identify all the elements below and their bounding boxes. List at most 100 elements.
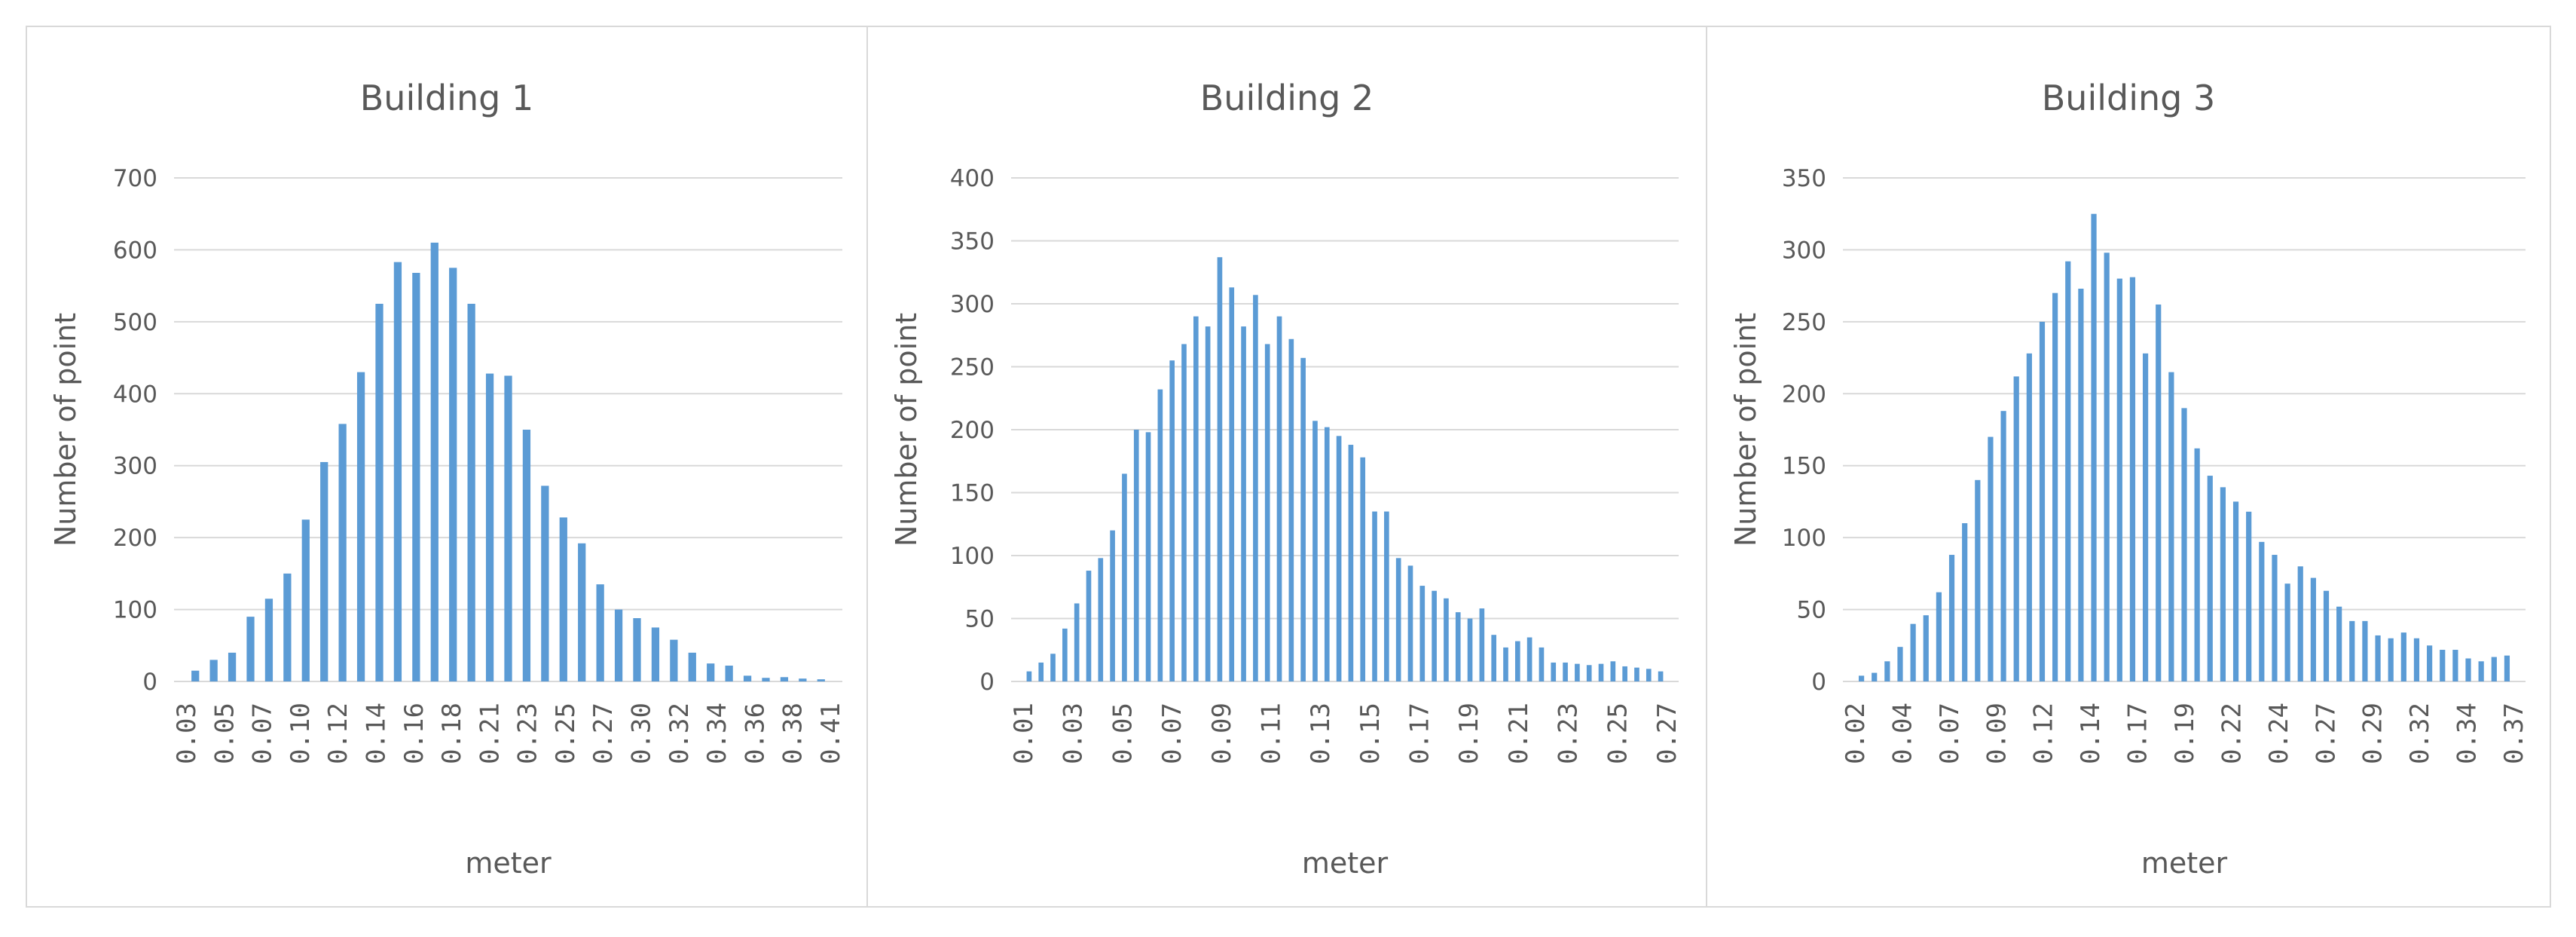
- bar: [2323, 590, 2330, 681]
- bar: [338, 424, 347, 681]
- bar: [2336, 606, 2342, 681]
- bar: [1526, 637, 1532, 681]
- y-tick-label: 50: [1797, 597, 1826, 624]
- bar: [2246, 511, 2252, 681]
- chart-title: Building 2: [1200, 78, 1374, 118]
- bar: [320, 461, 328, 681]
- bar: [485, 373, 494, 681]
- y-tick-label: 100: [950, 543, 995, 570]
- bar: [2091, 213, 2097, 681]
- x-tick-label: 0.02: [1841, 703, 1871, 764]
- bar: [467, 304, 475, 681]
- bar: [596, 584, 604, 681]
- y-tick-label: 0: [979, 669, 995, 696]
- bar: [2427, 645, 2433, 681]
- x-tick-label: 0.21: [475, 703, 505, 764]
- bar: [670, 639, 678, 681]
- y-tick-label: 300: [950, 291, 995, 318]
- bar: [1348, 445, 1354, 681]
- bar: [191, 670, 200, 681]
- bar: [1658, 671, 1664, 681]
- bar: [1910, 623, 1916, 681]
- bar: [743, 675, 752, 681]
- x-tick-label: 0.25: [551, 703, 581, 764]
- bar: [2194, 448, 2200, 681]
- bar: [1300, 357, 1306, 681]
- x-tick-label: 0.07: [1935, 703, 1965, 764]
- bar: [393, 262, 402, 681]
- chart-panel-building-2: Building 2 0 50 100 150 200 250 300 350 400 Number…: [866, 26, 1707, 908]
- x-tick-label: 0.19: [2170, 703, 2200, 764]
- x-tick-label: 0.07: [248, 703, 278, 764]
- bar: [1455, 612, 1461, 681]
- bar: [522, 430, 531, 681]
- x-tick-label: 0.36: [740, 703, 770, 764]
- x-tick-label: 0.34: [2452, 703, 2483, 764]
- bar: [1336, 436, 1342, 681]
- bar: [1312, 421, 1318, 681]
- bar: [2388, 638, 2394, 681]
- x-axis-label: meter: [465, 847, 552, 880]
- bar: [1086, 571, 1092, 681]
- y-tick-label: 500: [113, 309, 157, 336]
- bar: [2375, 635, 2381, 681]
- bar: [1110, 530, 1115, 681]
- bar: [2142, 353, 2149, 681]
- bar: [1858, 675, 1865, 681]
- y-tick-label: 250: [1782, 309, 1826, 336]
- bar: [2168, 372, 2174, 681]
- x-tick-label: 0.27: [588, 703, 619, 764]
- bar: [578, 543, 586, 681]
- bar: [1133, 430, 1139, 681]
- bar: [375, 304, 383, 681]
- x-axis-label: meter: [1302, 847, 1389, 880]
- chart-svg: Building 2 0 50 100 150 200 250 300 350 400 Number…: [890, 78, 1682, 880]
- bar: [2400, 632, 2406, 681]
- bar: [1193, 316, 1199, 681]
- x-tick-label: 0.21: [1504, 703, 1534, 764]
- bar: [1444, 598, 1449, 681]
- bar: [725, 666, 733, 681]
- bar: [430, 242, 439, 681]
- y-tick-label: 150: [950, 480, 995, 507]
- x-tick-label: 0.05: [209, 703, 240, 764]
- y-axis-label: Number of point: [1729, 313, 1762, 547]
- bar: [1563, 662, 1568, 681]
- bar: [614, 609, 623, 681]
- bar: [1372, 511, 1377, 681]
- bar: [2297, 566, 2303, 681]
- bar: [356, 372, 365, 681]
- chart-panel-building-3: Building 3 0 50 100 150 200 250 300 350 Number of…: [1706, 26, 2551, 908]
- x-tick-label: 0.27: [1652, 703, 1682, 764]
- bar: [1407, 565, 1413, 681]
- x-tick-label: 0.14: [361, 703, 391, 764]
- bar: [2116, 278, 2122, 682]
- bar: [1074, 603, 1080, 681]
- bar: [1098, 558, 1104, 681]
- bar: [1467, 618, 1473, 681]
- bar: [2052, 292, 2058, 682]
- bar: [1205, 326, 1211, 681]
- bar: [541, 485, 549, 681]
- bar: [449, 268, 457, 681]
- bar: [559, 517, 567, 681]
- bar: [1948, 555, 1955, 681]
- y-tick-label: 300: [1782, 237, 1826, 264]
- bar: [1169, 360, 1175, 681]
- bar: [2440, 650, 2446, 681]
- bar: [2156, 304, 2162, 681]
- chart-panel-building-1: Building 1 0 100 200 300 400 500 600 700 Number o…: [26, 26, 868, 908]
- y-tick-label: 0: [1811, 669, 1826, 696]
- bar: [2259, 541, 2265, 681]
- x-tick-label: 0.18: [437, 703, 467, 764]
- x-tick-label: 0.09: [1207, 703, 1237, 764]
- bar: [228, 652, 237, 681]
- y-tick-label: 400: [113, 381, 157, 408]
- y-tick-label: 300: [113, 453, 157, 480]
- bar: [1646, 669, 1652, 681]
- bar: [301, 519, 310, 681]
- bar: [1384, 511, 1389, 681]
- bar: [1253, 295, 1258, 681]
- bar: [633, 618, 641, 681]
- bar: [651, 627, 660, 681]
